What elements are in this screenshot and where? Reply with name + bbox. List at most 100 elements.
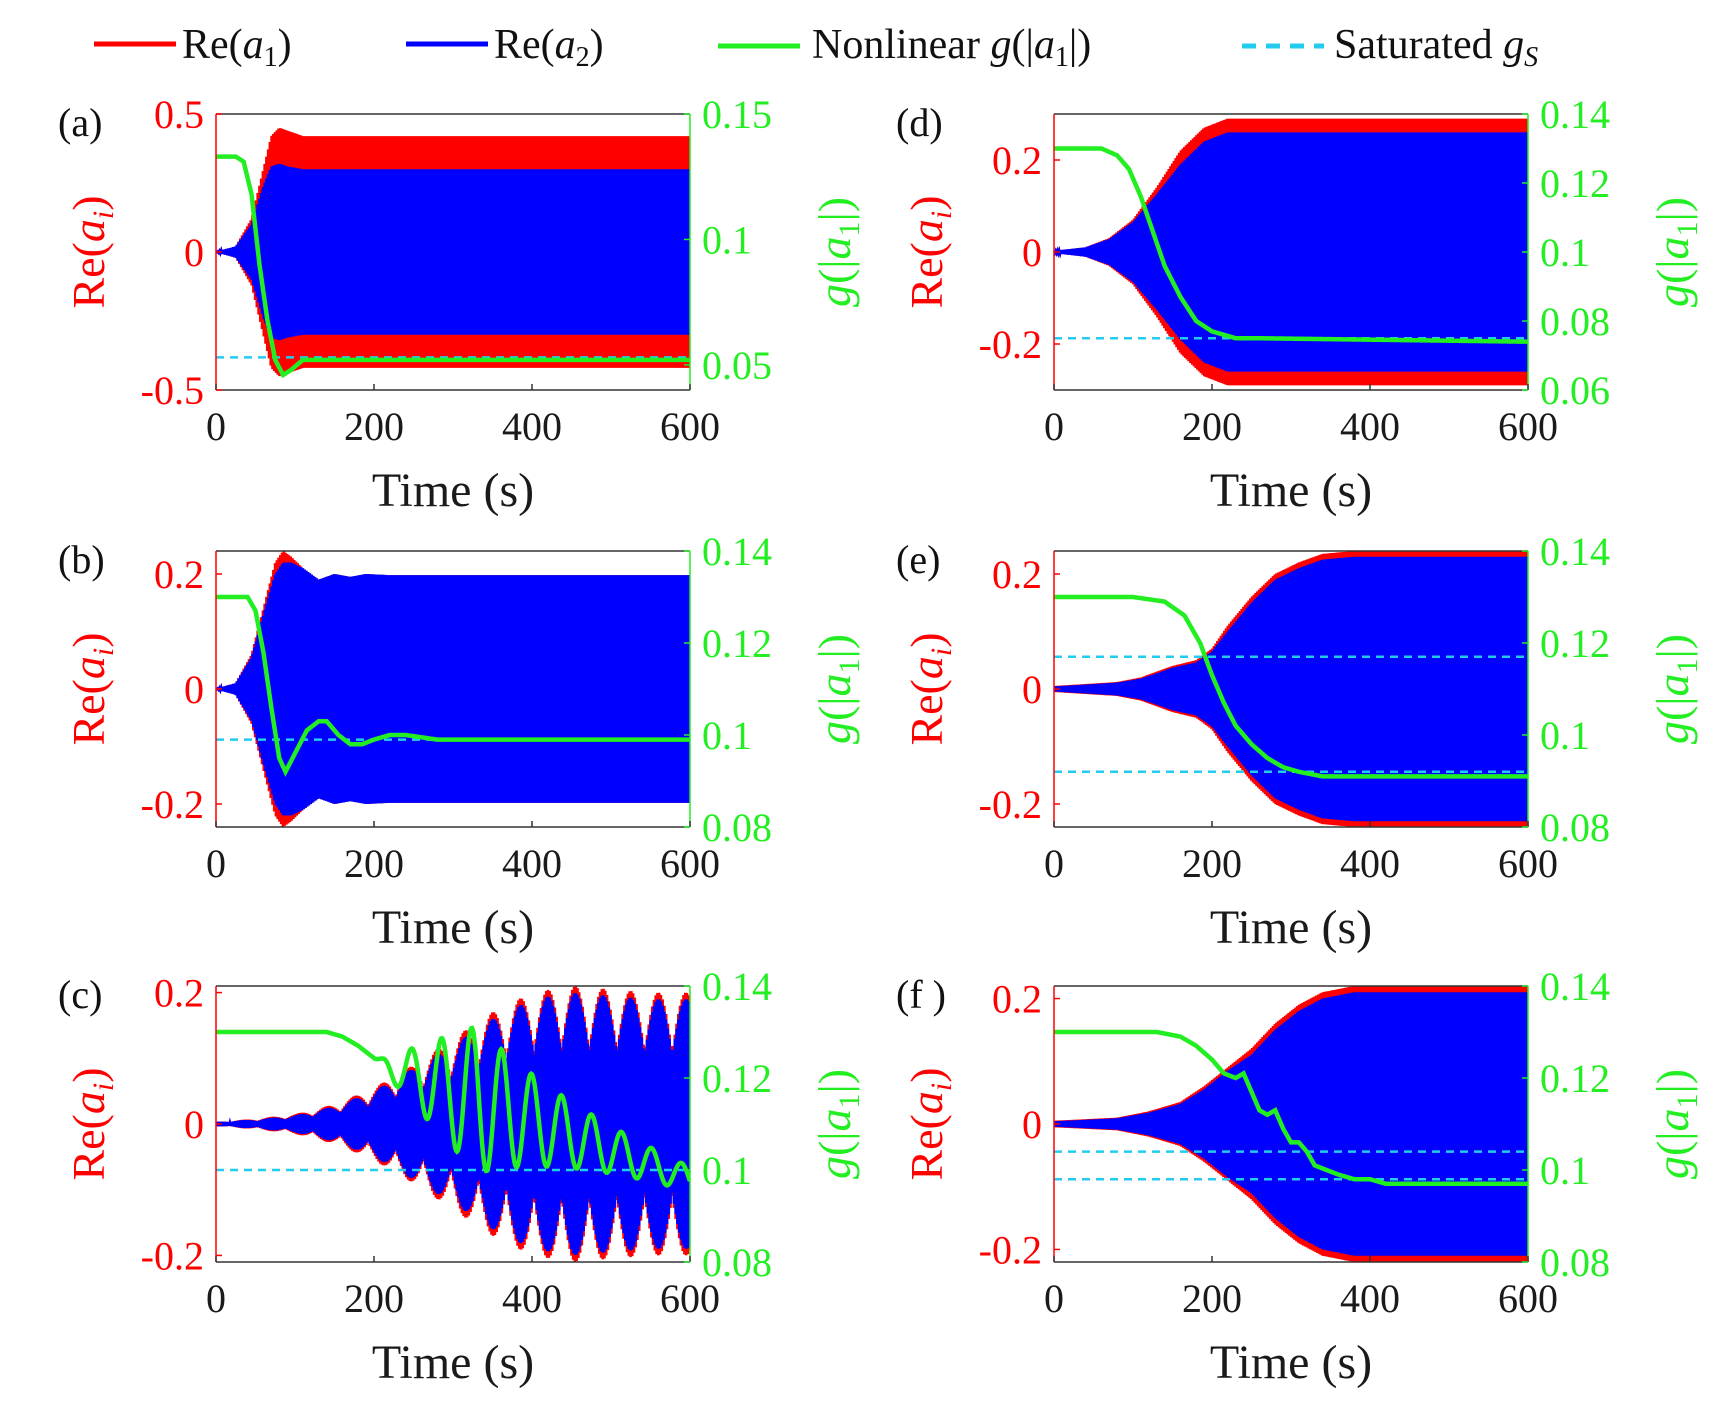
right-axis-title-var2: a — [809, 237, 860, 260]
right-tick-label: 0.1 — [1540, 1148, 1590, 1193]
left-tick-label: 0.2 — [992, 138, 1042, 183]
left-axis-title-suffix: ) — [63, 195, 114, 210]
right-axis-title-sub: 1 — [833, 222, 866, 237]
right-tick-label: 0.08 — [702, 1240, 772, 1285]
right-axis-title-var: g — [1647, 721, 1698, 744]
right-tick-label: 0.14 — [702, 964, 772, 1009]
panel-label: (c) — [58, 972, 102, 1017]
left-axis-title-suffix: ) — [901, 195, 952, 210]
left-axis-title-suffix: ) — [63, 1067, 114, 1082]
x-tick-label: 0 — [1044, 404, 1064, 449]
right-tick-label: 0.1 — [702, 713, 752, 758]
right-axis-title-sub: 1 — [1671, 222, 1704, 237]
plot-area — [216, 551, 690, 827]
left-tick-label: -0.2 — [979, 782, 1042, 827]
right-tick-label: 0.05 — [702, 343, 772, 388]
legend-text-re-a1: Re(a1) — [182, 22, 292, 73]
left-axis-title-var: a — [901, 219, 952, 242]
x-axis-title: Time (s) — [1210, 464, 1372, 517]
right-axis-title-sub: 1 — [833, 1094, 866, 1109]
left-axis-title-prefix: Re( — [63, 679, 114, 745]
x-tick-label: 600 — [1498, 404, 1558, 449]
right-axis-title-suffix: |) — [1647, 1069, 1698, 1094]
right-axis-title-suffix: |) — [1647, 634, 1698, 659]
right-tick-label: 0.08 — [1540, 805, 1610, 850]
left-tick-label: -0.2 — [979, 1227, 1042, 1272]
right-axis-title-sub: 1 — [1671, 1094, 1704, 1109]
x-axis-title: Time (s) — [1210, 901, 1372, 954]
x-tick-label: 0 — [206, 1276, 226, 1321]
x-axis-title: Time (s) — [372, 1336, 534, 1389]
left-tick-label: 0.2 — [154, 971, 204, 1016]
left-axis-title-prefix: Re( — [63, 1114, 114, 1180]
right-tick-label: 0.08 — [1540, 299, 1610, 344]
right-tick-label: 0.12 — [1540, 161, 1610, 206]
right-axis-title-mid: (| — [1647, 260, 1698, 285]
right-tick-label: 0.1 — [702, 1148, 752, 1193]
plot-area — [216, 128, 690, 379]
x-tick-label: 0 — [206, 841, 226, 886]
series-nonlinear-g — [216, 154, 690, 379]
x-tick-label: 0 — [1044, 841, 1064, 886]
right-axis-title-var: g — [1647, 1156, 1698, 1179]
right-axis-title: g(|a1|) — [1647, 197, 1704, 307]
left-axis-title: Re(ai) — [63, 632, 120, 745]
right-axis-title-mid: (| — [809, 260, 860, 285]
right-axis-title-mid: (| — [1647, 1132, 1698, 1157]
left-axis-title: Re(ai) — [901, 195, 958, 308]
right-axis-title-var2: a — [809, 1109, 860, 1132]
right-axis-title: g(|a1|) — [809, 197, 866, 307]
series-re-a2 — [1054, 992, 1528, 1256]
left-axis-title-var: a — [901, 1091, 952, 1114]
left-axis-title-suffix: ) — [901, 1067, 952, 1082]
x-tick-label: 200 — [344, 404, 404, 449]
x-tick-label: 600 — [660, 1276, 720, 1321]
series-nonlinear-g — [1054, 1029, 1528, 1187]
right-tick-label: 0.14 — [1540, 92, 1610, 137]
x-tick-label: 600 — [1498, 841, 1558, 886]
x-tick-label: 200 — [1182, 1276, 1242, 1321]
left-axis-title: Re(ai) — [63, 195, 120, 308]
left-tick-label: -0.5 — [141, 368, 204, 413]
legend-text-re-a2: Re(a2) — [494, 22, 604, 73]
right-tick-label: 0.14 — [1540, 964, 1610, 1009]
series-nonlinear-g — [1054, 594, 1528, 779]
series-re-a2 — [216, 163, 690, 341]
series-re-a2 — [216, 562, 690, 816]
right-tick-label: 0.12 — [1540, 1056, 1610, 1101]
x-tick-label: 200 — [1182, 404, 1242, 449]
left-axis-title: Re(ai) — [901, 1067, 958, 1180]
left-axis-title-prefix: Re( — [901, 242, 952, 308]
left-tick-label: 0.2 — [992, 977, 1042, 1022]
left-axis-title: Re(ai) — [63, 1067, 120, 1180]
right-tick-label: 0.14 — [702, 529, 772, 574]
left-axis-title-prefix: Re( — [63, 242, 114, 308]
plot-area — [1054, 551, 1528, 827]
left-tick-label: 0.5 — [154, 92, 204, 137]
right-tick-label: 0.06 — [1540, 368, 1610, 413]
left-axis-title-sub: i — [925, 211, 958, 219]
panel-label: (e) — [896, 537, 940, 582]
right-axis-title-mid: (| — [809, 697, 860, 722]
right-tick-label: 0.12 — [702, 1056, 772, 1101]
left-axis-title-sub: i — [87, 648, 120, 656]
right-tick-label: 0.14 — [1540, 529, 1610, 574]
right-axis-title-sub: 1 — [833, 659, 866, 674]
left-axis-title-sub: i — [925, 1083, 958, 1091]
right-axis-title-suffix: |) — [809, 634, 860, 659]
x-tick-label: 400 — [1340, 404, 1400, 449]
x-tick-label: 600 — [660, 404, 720, 449]
left-axis-title-sub: i — [925, 648, 958, 656]
x-tick-label: 200 — [344, 1276, 404, 1321]
panel-label: (d) — [896, 100, 943, 145]
left-tick-label: -0.2 — [141, 782, 204, 827]
right-axis-title-suffix: |) — [1647, 197, 1698, 222]
right-axis-title-var: g — [1647, 284, 1698, 307]
left-tick-label: 0 — [1022, 1102, 1042, 1147]
